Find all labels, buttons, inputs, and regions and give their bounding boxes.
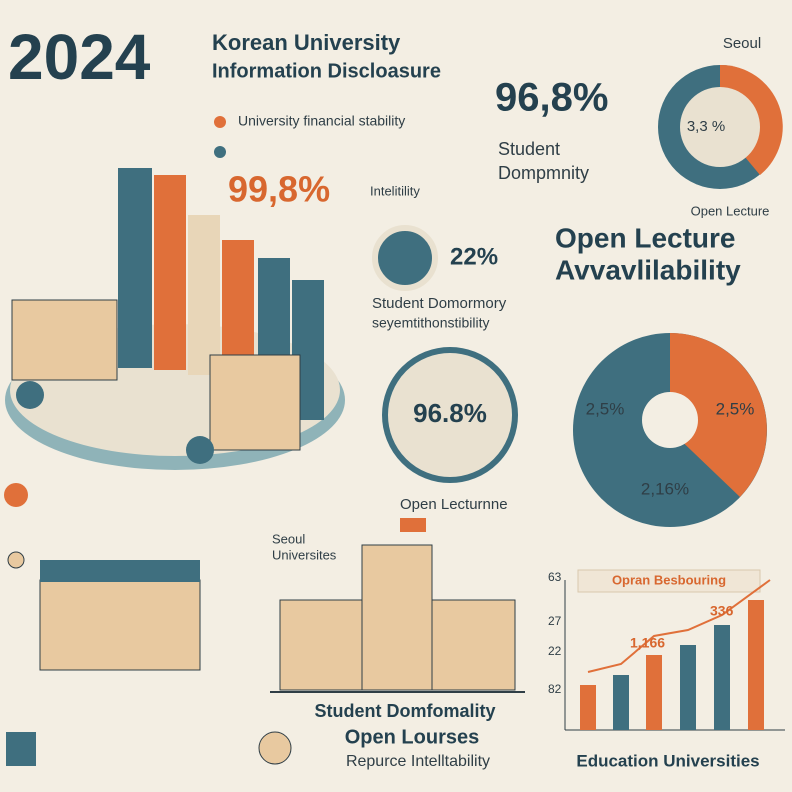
bar (580, 685, 596, 730)
icon (372, 225, 438, 291)
icon (4, 483, 28, 507)
stat-value: 99,8% (228, 169, 330, 210)
pie-hole (680, 87, 760, 167)
stat-value: 96.8% (413, 398, 487, 428)
stat-label: seyemtithonstibility (372, 315, 490, 331)
section-title: Avvavlilability (555, 254, 741, 285)
building-bar (118, 168, 152, 368)
stat-value: 22% (450, 243, 498, 270)
stat-label: Intelitility (370, 183, 420, 198)
year: 2024 (8, 21, 151, 93)
stat-circle (382, 347, 518, 483)
caption: Seoul (272, 531, 305, 546)
panel-title: Opran Besbouring (612, 572, 726, 587)
donut-label: 2,5% (586, 399, 625, 418)
caption: Open Lecture (691, 203, 770, 218)
flag (400, 518, 426, 532)
donut-label: 2,5% (716, 399, 755, 418)
donut-hole (642, 392, 698, 448)
trend-line (587, 579, 771, 673)
bar (680, 645, 696, 730)
tower (361, 544, 433, 691)
tree (16, 381, 44, 409)
axis-label: 27 (548, 614, 562, 628)
pie-title: Seoul (723, 35, 761, 52)
bottom-label: Student Domfomality (314, 701, 495, 721)
stat-label: Student Domormory (372, 295, 507, 312)
building (11, 299, 118, 381)
caption: Universites (272, 547, 337, 562)
donut-label: 2,16% (641, 479, 689, 498)
axis-labels: 63 27 22 82 (548, 570, 562, 696)
title-line: Korean University (212, 30, 401, 55)
icon (7, 551, 25, 569)
caption: Open Lecturnne (400, 496, 508, 513)
panel-footer: Education Universities (576, 751, 759, 770)
stat-value: 96,8% (495, 76, 608, 120)
bottom-label: Repurce Intelltability (346, 753, 490, 770)
roof (40, 560, 200, 582)
bar-label: 1,166 (630, 635, 665, 651)
stat-label: Dompmnity (498, 163, 589, 183)
building (209, 354, 301, 451)
title-line: Information Discloasure (212, 60, 441, 82)
bottom-label: Open Lourses (345, 726, 479, 748)
bar (748, 600, 764, 730)
tree (186, 436, 214, 464)
legend-label: University financial stability (238, 113, 405, 129)
building-bar (154, 175, 186, 370)
axis-label: 22 (548, 644, 562, 658)
axis-label: 82 (548, 682, 562, 696)
icon (6, 732, 36, 766)
axis-label: 63 (548, 570, 562, 584)
stat-label: Student (498, 139, 560, 159)
section-title: Open Lecture (555, 222, 735, 253)
icon (258, 731, 292, 765)
donut-slice (670, 333, 767, 497)
panel-header (577, 569, 761, 593)
building (39, 579, 201, 671)
building-bar (188, 215, 220, 375)
bar (613, 675, 629, 730)
bar-label: 336 (710, 603, 734, 619)
legend-dot (214, 146, 226, 158)
pie-label: 3,3 % (687, 118, 725, 135)
legend-dot (214, 116, 226, 128)
bar (714, 625, 730, 730)
bar (646, 655, 662, 730)
